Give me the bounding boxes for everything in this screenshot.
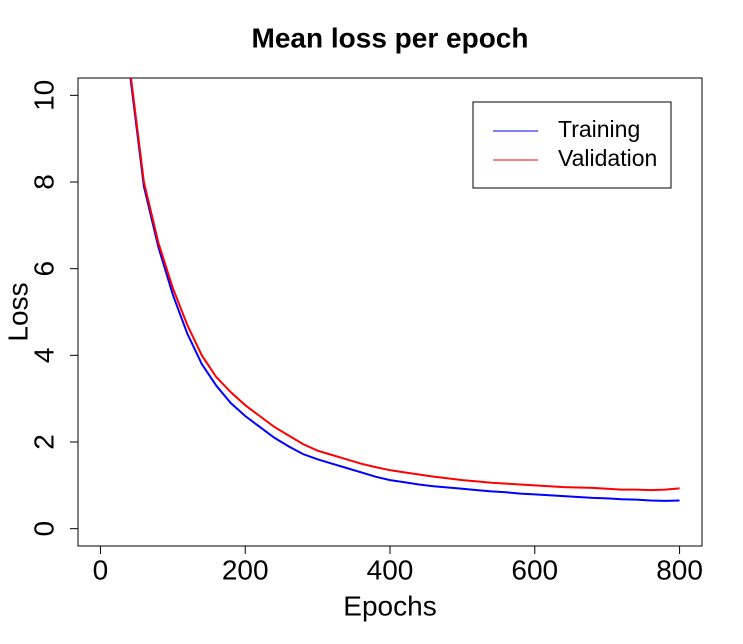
line-series [129, 78, 680, 502]
y-tick-label: 4 [28, 348, 59, 364]
x-tick-label: 600 [511, 554, 558, 585]
legend-box [472, 101, 672, 189]
y-tick-label: 2 [28, 434, 59, 450]
x-tick-label: 200 [222, 554, 269, 585]
legend-label: Training [558, 116, 640, 142]
plot-area [129, 78, 680, 502]
y-axis-label: Loss [2, 282, 33, 341]
y-tick-label: 8 [28, 174, 59, 190]
x-axis-label: Epochs [343, 590, 436, 621]
y-tick-label: 0 [28, 521, 59, 537]
x-tick-label: 400 [367, 554, 414, 585]
chart-title: Mean loss per epoch [252, 22, 529, 53]
x-tick-label: 0 [93, 554, 109, 585]
legend-label: Validation [558, 145, 657, 171]
y-tick-label: 6 [28, 261, 59, 277]
line-series [129, 78, 680, 492]
x-tick-label: 800 [656, 554, 703, 585]
y-tick-label: 10 [28, 80, 59, 111]
